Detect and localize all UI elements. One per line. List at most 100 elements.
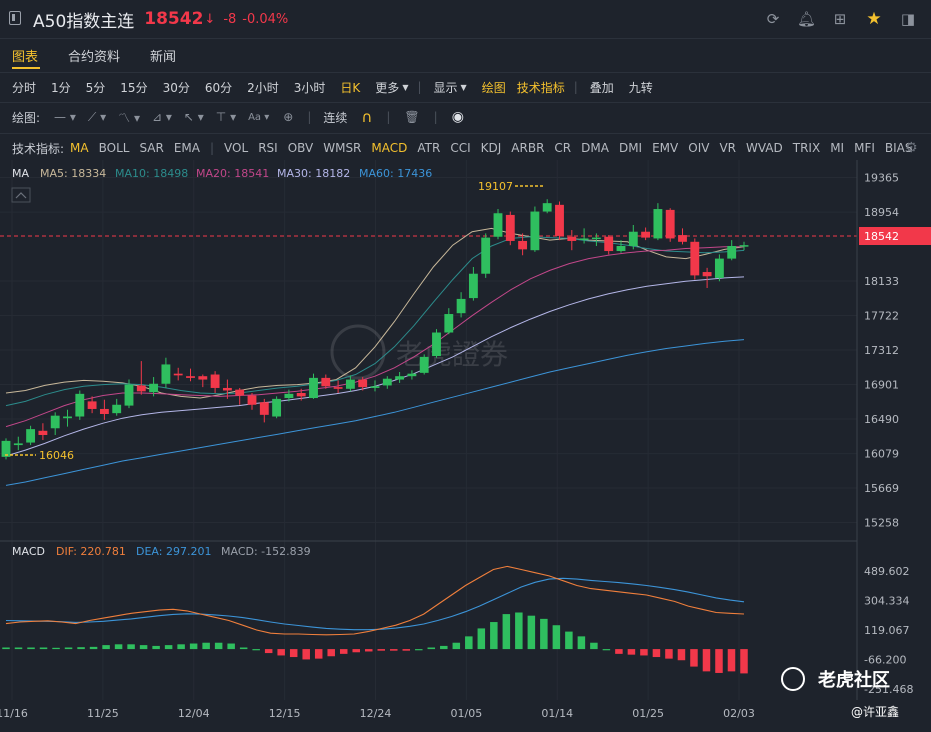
indicator-dmi[interactable]: DMI — [618, 141, 643, 155]
indicator-cci[interactable]: CCI — [450, 141, 471, 155]
period-intraday[interactable]: 分时 — [12, 80, 37, 95]
period-60m[interactable]: 60分 — [204, 80, 233, 95]
period-1m[interactable]: 1分 — [51, 80, 71, 95]
price-change-percent: -0.04% — [242, 11, 289, 27]
candle-body — [678, 235, 687, 242]
indicator-emv[interactable]: EMV — [652, 141, 679, 155]
symbol-title: A50指数主连 — [33, 11, 135, 32]
price-down-arrow-icon: ↓ — [204, 11, 216, 27]
indicator-macd[interactable]: MACD — [371, 141, 408, 155]
indicator-trix[interactable]: TRIX — [792, 141, 821, 155]
candle-body — [63, 416, 72, 419]
macd-panel — [2, 565, 748, 674]
period-5m[interactable]: 5分 — [85, 80, 106, 95]
indicator-rsi[interactable]: RSI — [258, 141, 278, 155]
continuous-toggle[interactable]: 连续 — [323, 110, 348, 125]
magnet-icon[interactable]: ∩ — [361, 108, 373, 126]
eye-icon[interactable]: ◉ — [451, 109, 464, 125]
macd-bar — [289, 649, 298, 658]
period-2h[interactable]: 2小时 — [247, 80, 279, 95]
candle-body — [186, 376, 195, 378]
macd-bar — [727, 649, 736, 672]
view-display[interactable]: 显示 — [433, 80, 458, 95]
view-drawing[interactable]: 绘图 — [481, 80, 506, 95]
indicator-cr[interactable]: CR — [554, 141, 572, 155]
chevron-down-icon[interactable]: ▼ — [460, 82, 467, 92]
candle-body — [518, 240, 528, 250]
period-30m[interactable]: 30分 — [162, 80, 190, 95]
arrow-tool-icon[interactable]: ↖ ▾ — [183, 110, 204, 124]
indicator-wmsr[interactable]: WMSR — [323, 141, 362, 155]
macd-bar — [515, 612, 523, 650]
period-15m[interactable]: 15分 — [120, 80, 148, 95]
indicator-vr[interactable]: VR — [719, 141, 736, 155]
drawing-toolbar: 绘图: — ▾ ⟋ ▾ 〽 ▾ ⊿ ▾ ↖ ▾ ⊤ ▾ Aa ▾ ⊕ | 连续 … — [0, 102, 931, 131]
indicator-ma[interactable]: MA — [70, 141, 89, 155]
indicator-kdj[interactable]: KDJ — [480, 141, 502, 155]
indicator-bias[interactable]: BIAS — [884, 141, 913, 155]
macd-bar — [39, 647, 48, 650]
candle-body — [259, 402, 269, 415]
bell-icon[interactable]: 🔔︎ — [797, 10, 817, 28]
sidebar-toggle-icon[interactable] — [9, 11, 21, 25]
trash-icon[interactable]: 🗑︎ — [404, 110, 420, 124]
tab-bar: 图表 合约资料 新闻 — [0, 38, 931, 71]
macd-bar — [602, 649, 611, 651]
indicator-boll[interactable]: BOLL — [98, 141, 130, 155]
candle-body — [210, 374, 220, 388]
panel-toggle-icon[interactable]: ◨ — [900, 10, 916, 28]
refresh-icon[interactable]: ⟳ — [766, 10, 780, 28]
indicator-mfi[interactable]: MFI — [854, 141, 875, 155]
tab-contract-info[interactable]: 合约资料 — [68, 49, 121, 65]
time-axis-label: 01/25 — [632, 707, 664, 720]
candle-body — [321, 377, 331, 387]
candle-body — [579, 238, 589, 240]
time-axis: 11/16 11/25 12/04 12/15 12/24 01/05 01/14 01/25… — [0, 707, 755, 720]
macd-bar — [227, 643, 235, 650]
line-tool-icon[interactable]: — ▾ — [54, 110, 76, 124]
view-nine-turn[interactable]: 九转 — [628, 80, 653, 95]
separator: | — [433, 110, 438, 124]
macd-bar — [427, 647, 436, 650]
time-axis-label: 01/14 — [541, 707, 573, 720]
indicator-obv[interactable]: OBV — [287, 141, 314, 155]
indicator-wvad[interactable]: WVAD — [746, 141, 783, 155]
candle-body — [382, 378, 392, 386]
macd-axis-label: 119.067 — [864, 624, 910, 637]
tab-chart[interactable]: 图表 — [12, 49, 39, 65]
indicator-oiv[interactable]: OIV — [688, 141, 710, 155]
chevron-down-icon[interactable]: ▼ — [402, 82, 409, 92]
candle-body — [481, 237, 491, 274]
indicator-arbr[interactable]: ARBR — [511, 141, 545, 155]
text-tool-icon[interactable]: Aa ▾ — [248, 111, 270, 123]
view-indicators[interactable]: 技术指标 — [516, 80, 565, 95]
zoom-in-icon[interactable]: ⊕ — [283, 110, 294, 124]
period-3h[interactable]: 3小时 — [293, 80, 326, 95]
candles — [1, 199, 749, 460]
indicator-atr[interactable]: ATR — [417, 141, 441, 155]
price-axis-label: 16901 — [864, 379, 899, 392]
indicator-mi[interactable]: MI — [830, 141, 845, 155]
measure-tool-icon[interactable]: ⊤ ▾ — [215, 110, 237, 124]
view-overlay[interactable]: 叠加 — [589, 80, 614, 95]
star-icon[interactable]: ★ — [866, 9, 882, 29]
fib-tool-icon[interactable]: ⊿ ▾ — [151, 110, 172, 124]
candle-body — [26, 429, 36, 443]
separator: | — [386, 110, 391, 124]
grid-icon[interactable]: ⊞ — [833, 10, 847, 28]
trendline-tool-icon[interactable]: ⟋ ▾ — [87, 109, 107, 124]
indicator-vol[interactable]: VOL — [224, 141, 249, 155]
indicator-sar[interactable]: SAR — [139, 141, 164, 155]
collapse-button[interactable] — [11, 187, 31, 203]
macd-bar — [690, 649, 698, 667]
tab-news[interactable]: 新闻 — [150, 49, 177, 65]
candle-body — [161, 364, 171, 384]
wave-tool-icon[interactable]: 〽 ▾ — [118, 110, 140, 125]
period-more[interactable]: 更多 — [375, 80, 400, 95]
indicator-dma[interactable]: DMA — [581, 141, 609, 155]
ma-legend-title: MA — [12, 167, 29, 180]
period-daily[interactable]: 日K — [340, 80, 361, 95]
gear-icon[interactable]: ⚙ — [905, 140, 918, 156]
indicator-ema[interactable]: EMA — [173, 141, 200, 155]
